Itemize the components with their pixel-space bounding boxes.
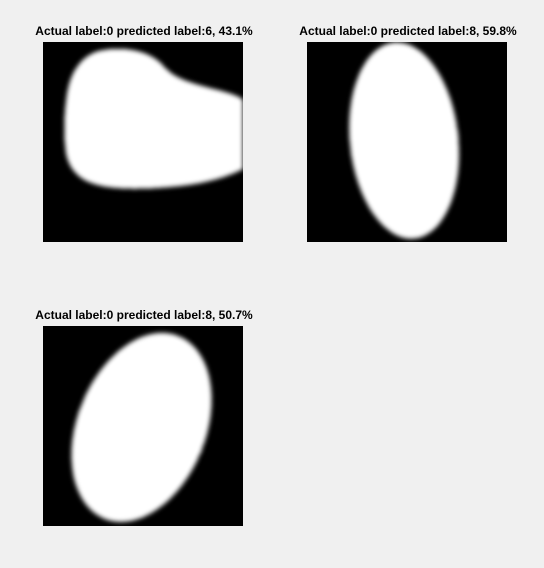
- digit-image: [307, 42, 507, 242]
- digit-image: [43, 42, 243, 242]
- digit-image: [43, 326, 243, 526]
- subplot-title: Actual label:0 predicted label:8, 59.8%: [299, 24, 517, 38]
- subplot-title: Actual label:0 predicted label:8, 50.7%: [35, 308, 253, 322]
- subplot-title: Actual label:0 predicted label:6, 43.1%: [35, 24, 253, 38]
